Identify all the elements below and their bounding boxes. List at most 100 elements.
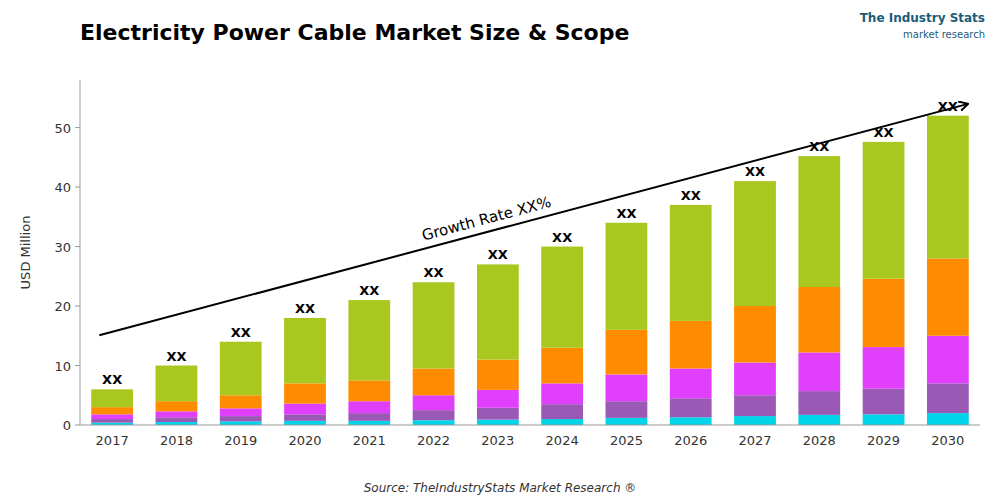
chart: Electricity Power Cable Market Size & Sc…: [0, 0, 1000, 500]
y-tick: [75, 425, 80, 426]
x-tick-label: 2024: [546, 433, 579, 448]
bar-segment: [863, 142, 905, 279]
source: Source: TheIndustryStats Market Research…: [364, 481, 637, 495]
bar-segment: [541, 247, 583, 348]
bar-segment: [348, 401, 390, 413]
bar-segment: [477, 420, 519, 425]
y-tick: [75, 365, 80, 366]
bar-label: XX: [488, 247, 508, 262]
x-tick-label: 2025: [610, 433, 643, 448]
bar-segment: [220, 408, 262, 416]
x-tick-label: 2021: [353, 433, 386, 448]
bar-label: XX: [745, 164, 765, 179]
bar-segment: [348, 421, 390, 425]
bar-segment: [606, 418, 648, 425]
bar-segment: [284, 404, 326, 415]
bar-segment: [413, 410, 455, 420]
bar-segment: [413, 420, 455, 425]
x-tick-label: 2029: [867, 433, 900, 448]
x-tick-label: 2020: [288, 433, 321, 448]
bar-segment: [413, 282, 455, 368]
bar-segment: [670, 417, 712, 425]
bar-label: XX: [552, 230, 572, 245]
bar-segment: [606, 374, 648, 401]
bar-segment: [477, 360, 519, 390]
bar-segment: [284, 414, 326, 421]
bar-segment: [863, 279, 905, 347]
bar-segment: [91, 414, 133, 419]
y-tick-label: 40: [54, 180, 71, 195]
bar-segment: [220, 421, 262, 425]
bar-segment: [220, 416, 262, 421]
growth-label: Growth Rate XX%: [420, 193, 553, 245]
bar-segment: [348, 300, 390, 380]
y-tick: [75, 127, 80, 128]
bar-segment: [156, 417, 198, 422]
bar-segment: [734, 306, 776, 363]
bar-segment: [541, 348, 583, 384]
bar-segment: [734, 363, 776, 396]
bar-segment: [798, 156, 840, 287]
bar-segment: [798, 415, 840, 425]
bar-segment: [284, 318, 326, 383]
bar-segment: [220, 395, 262, 408]
bar-label: XX: [231, 325, 251, 340]
x-tick-label: 2018: [160, 433, 193, 448]
bar-segment: [734, 181, 776, 306]
bar-segment: [798, 352, 840, 391]
bar-segment: [541, 419, 583, 425]
bar-segment: [156, 366, 198, 402]
bar-segment: [477, 408, 519, 420]
y-axis-line: [80, 80, 81, 425]
bar-segment: [670, 321, 712, 369]
bar-segment: [156, 411, 198, 417]
bar-segment: [863, 414, 905, 425]
y-tick: [75, 306, 80, 307]
bar-segment: [670, 398, 712, 417]
bar-segment: [220, 342, 262, 396]
bar-segment: [927, 116, 969, 259]
y-axis-label: USD Million: [18, 216, 33, 290]
bar-segment: [284, 383, 326, 403]
bar-segment: [798, 391, 840, 415]
bar-segment: [541, 404, 583, 419]
y-tick: [75, 246, 80, 247]
bar-segment: [863, 389, 905, 415]
bar-segment: [91, 389, 133, 407]
growth-arrow: [99, 104, 967, 335]
bar-segment: [91, 407, 133, 414]
x-tick-label: 2030: [931, 433, 964, 448]
y-tick: [75, 187, 80, 188]
bar-label: XX: [424, 265, 444, 280]
bar-label: XX: [359, 283, 379, 298]
logo-text: market research: [903, 29, 985, 40]
x-tick-label: 2017: [96, 433, 129, 448]
bar-segment: [734, 416, 776, 425]
bar-segment: [91, 419, 133, 423]
bar-segment: [156, 401, 198, 411]
x-tick-label: 2028: [803, 433, 836, 448]
bar-segment: [606, 223, 648, 330]
bar-label: XX: [295, 301, 315, 316]
bars: [91, 116, 969, 425]
y-tick-label: 10: [54, 359, 71, 374]
bar-label: XX: [102, 372, 122, 387]
x-tick-label: 2027: [738, 433, 771, 448]
bar-segment: [606, 330, 648, 375]
x-tick-label: 2023: [481, 433, 514, 448]
bar-segment: [927, 336, 969, 384]
y-tick-label: 20: [54, 299, 71, 314]
bar-segment: [927, 413, 969, 425]
bar-segment: [798, 287, 840, 352]
x-tick-label: 2022: [417, 433, 450, 448]
bar-segment: [670, 368, 712, 398]
bar-label: XX: [681, 188, 701, 203]
bar-segment: [927, 383, 969, 413]
bar-segment: [734, 395, 776, 416]
bar-segment: [670, 205, 712, 321]
x-axis-line: [80, 425, 980, 426]
y-tick-label: 50: [54, 121, 71, 136]
bar-segment: [284, 421, 326, 425]
bar-segment: [541, 383, 583, 404]
bar-label: XX: [616, 206, 636, 221]
